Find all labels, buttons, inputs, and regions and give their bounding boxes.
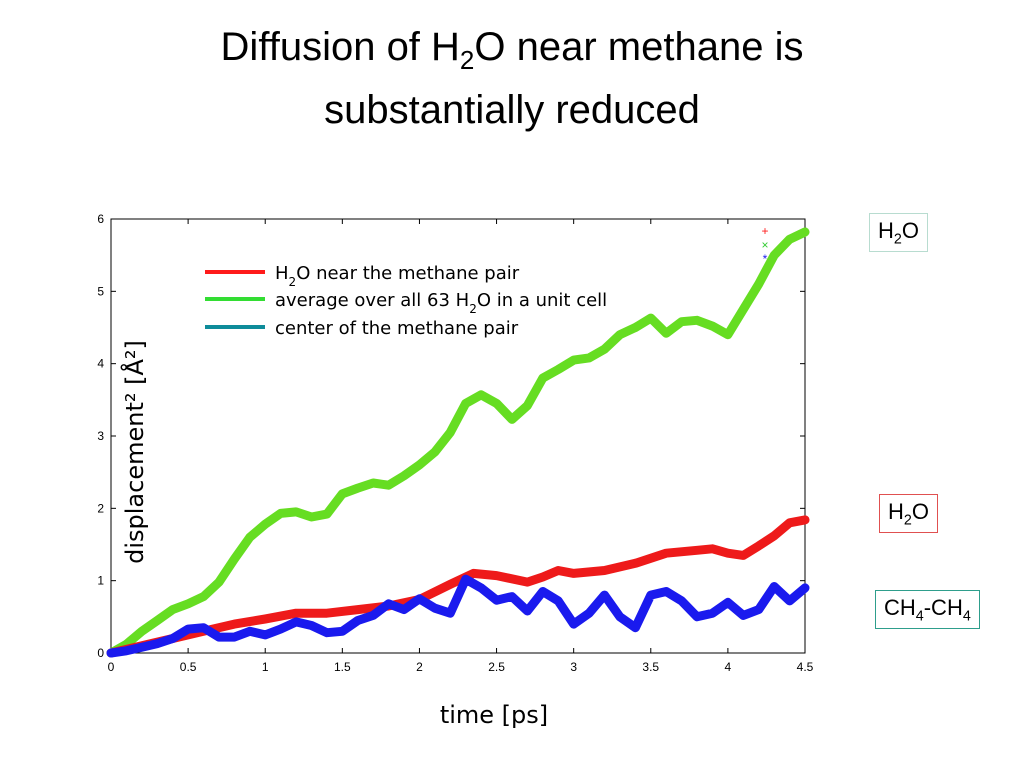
y-tick-label: 6: [97, 212, 104, 226]
title-text: O near methane is: [474, 25, 804, 69]
x-tick-label: 0: [108, 660, 115, 674]
label-subscript: 2: [903, 512, 912, 529]
label-ch4-ch4: CH4-CH4: [875, 590, 980, 630]
axis-ticks: 0 0.5 1 1.5 2 2.5 3 3.5 4 4.5 0 1 2 3 4 5 6: [97, 212, 813, 674]
x-tick-label: 1: [262, 660, 269, 674]
x-axis-label: time [ps]: [440, 701, 548, 729]
legend: H2O near the methane pair average over a…: [205, 263, 607, 339]
label-h2o-red: H2O: [879, 494, 938, 534]
legend-entry-3: center of the methane pair: [275, 318, 519, 339]
series-end-marker: *: [803, 224, 809, 240]
y-tick-label: 0: [97, 646, 104, 660]
corner-marker: ×: [761, 238, 768, 252]
title-line2: substantially reduced: [324, 88, 700, 132]
x-tick-label: 3: [570, 660, 577, 674]
x-tick-label: 4.5: [797, 660, 814, 674]
title-line1: Diffusion of H2O near methane is: [220, 25, 804, 75]
slide-title: Diffusion of H2O near methane is substan…: [80, 22, 944, 135]
title-subscript: 2: [459, 45, 475, 75]
corner-marker: +: [761, 224, 768, 238]
x-tick-label: 0.5: [180, 660, 197, 674]
y-tick-label: 1: [97, 574, 104, 588]
y-tick-label: 3: [97, 429, 104, 443]
x-tick-label: 2.5: [488, 660, 505, 674]
title-text: Diffusion of H: [220, 25, 460, 69]
label-subscript: 2: [893, 231, 902, 248]
label-text: O: [911, 499, 929, 524]
series-line-2: [106, 574, 810, 658]
x-tick-label: 2: [416, 660, 423, 674]
label-text: H: [888, 499, 904, 524]
legend-entry-1: H2O near the methane pair: [275, 263, 520, 289]
y-axis-label: displacement² [Å²]: [120, 340, 149, 564]
series-end-marker: *: [803, 512, 809, 528]
corner-marker: *: [763, 252, 768, 266]
series-line-0: [106, 227, 810, 658]
corner-markers: +×*: [761, 224, 768, 266]
label-h2o-top: H2O: [869, 213, 928, 253]
y-tick-label: 2: [97, 501, 104, 515]
series-end-marker: *: [803, 580, 809, 596]
series-layer: * * *: [106, 224, 810, 658]
x-tick-label: 3.5: [642, 660, 659, 674]
legend-entry-2: average over all 63 H2O in a unit cell: [275, 290, 607, 316]
label-subscript: 4: [962, 608, 971, 625]
series-line-1: [106, 515, 810, 658]
label-text: -CH: [923, 595, 963, 620]
x-tick-label: 4: [725, 660, 732, 674]
x-tick-label: 1.5: [334, 660, 351, 674]
y-tick-label: 4: [97, 357, 104, 371]
label-text: CH: [884, 595, 916, 620]
label-text: O: [901, 218, 919, 243]
y-tick-label: 5: [97, 284, 104, 298]
label-subscript: 4: [915, 608, 924, 625]
label-text: H: [878, 218, 894, 243]
